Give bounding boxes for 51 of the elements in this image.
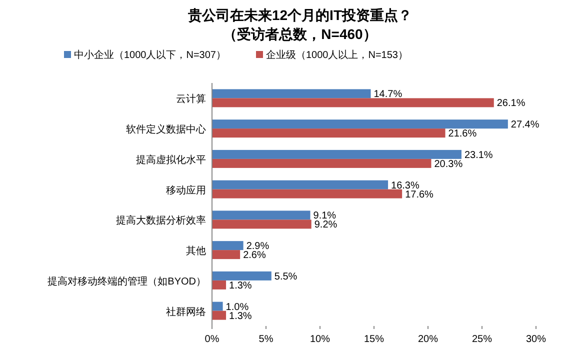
bar — [212, 158, 432, 168]
bar — [212, 189, 402, 198]
data-label: 16.3% — [391, 180, 420, 192]
y-tick-label: 提高虚拟化水平 — [136, 154, 206, 166]
x-tick-label: 5% — [258, 334, 274, 345]
bar — [212, 271, 272, 280]
data-label: 21.6% — [448, 128, 477, 140]
bar — [212, 250, 240, 260]
data-label: 2.6% — [243, 250, 266, 262]
y-tick-label: 提高对移动终端的管理（如BYOD） — [48, 275, 206, 288]
data-label: 26.1% — [496, 98, 526, 110]
data-label: 14.7% — [374, 89, 402, 100]
chart-subtitle: （受访者总数，N=460） — [223, 26, 377, 42]
bar — [212, 120, 508, 129]
bar — [212, 280, 226, 290]
data-label: 5.5% — [274, 271, 298, 282]
data-label: 23.1% — [464, 150, 493, 161]
chart-title: 贵公司在未来12个月的IT投资重点？ — [186, 7, 412, 23]
bar — [212, 180, 388, 190]
y-tick-label: 云计算 — [176, 93, 206, 106]
bar — [212, 128, 446, 138]
x-tick-label: 20% — [418, 334, 438, 345]
data-label: 2.9% — [246, 241, 270, 252]
bar — [212, 220, 312, 229]
data-label: 9.2% — [314, 220, 338, 231]
bar — [212, 210, 310, 220]
data-label: 1.0% — [226, 302, 249, 313]
x-tick-label: 25% — [472, 334, 492, 345]
y-tick-label: 社群网络 — [166, 306, 206, 318]
y-tick-label: 其他 — [186, 245, 206, 258]
bar — [212, 310, 226, 320]
x-tick-label: 30% — [526, 334, 546, 345]
x-tick-label: 0% — [204, 334, 220, 345]
bar — [212, 302, 223, 311]
y-tick-label: 移动应用 — [166, 184, 206, 196]
y-tick-label: 软件定义数据中心 — [126, 124, 206, 136]
bar — [212, 150, 462, 159]
legend-label: 中小企业（1000人以下，N=307） — [74, 49, 226, 61]
bar — [212, 98, 494, 108]
x-tick-label: 10% — [310, 334, 330, 345]
x-tick-label: 15% — [364, 334, 384, 345]
y-tick-label: 提高大数据分析效率 — [116, 214, 206, 227]
data-label: 20.3% — [434, 158, 463, 170]
data-label: 9.1% — [313, 210, 336, 222]
data-label: 27.4% — [510, 120, 540, 131]
data-label: 17.6% — [405, 189, 434, 200]
bar — [212, 89, 371, 98]
bar — [212, 241, 244, 250]
legend-label: 企业级（1000人以上，N=153） — [266, 49, 408, 61]
data-label: 1.3% — [229, 280, 252, 292]
data-label: 1.3% — [229, 310, 252, 322]
